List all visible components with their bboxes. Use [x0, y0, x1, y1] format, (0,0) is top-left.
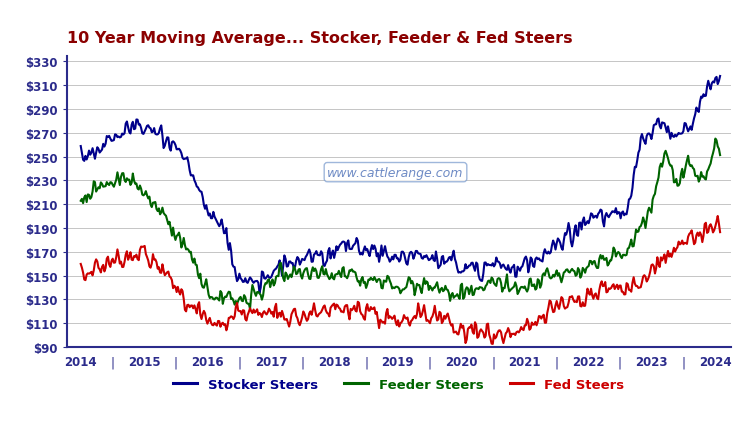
Text: 2020: 2020 — [445, 355, 478, 368]
Text: 2022: 2022 — [572, 355, 605, 368]
Text: |: | — [111, 355, 114, 368]
Text: 2017: 2017 — [255, 355, 287, 368]
Text: |: | — [491, 355, 495, 368]
Text: |: | — [237, 355, 241, 368]
Text: |: | — [301, 355, 305, 368]
Legend: Stocker Steers, Feeder Steers, Fed Steers: Stocker Steers, Feeder Steers, Fed Steer… — [168, 372, 629, 396]
Text: |: | — [427, 355, 432, 368]
Text: |: | — [618, 355, 622, 368]
Text: |: | — [681, 355, 686, 368]
Text: 2024: 2024 — [699, 355, 732, 368]
Text: 2018: 2018 — [318, 355, 351, 368]
Text: 10 Year Moving Average... Stocker, Feeder & Fed Steers: 10 Year Moving Average... Stocker, Feede… — [67, 30, 572, 46]
Text: 2014: 2014 — [65, 355, 97, 368]
Text: 2023: 2023 — [635, 355, 668, 368]
Text: 2016: 2016 — [191, 355, 224, 368]
Text: www.cattlerange.com: www.cattlerange.com — [327, 166, 464, 179]
Text: 2015: 2015 — [128, 355, 160, 368]
Text: |: | — [554, 355, 559, 368]
Text: |: | — [364, 355, 368, 368]
Text: |: | — [174, 355, 178, 368]
Text: 2021: 2021 — [508, 355, 541, 368]
Text: 2019: 2019 — [381, 355, 414, 368]
